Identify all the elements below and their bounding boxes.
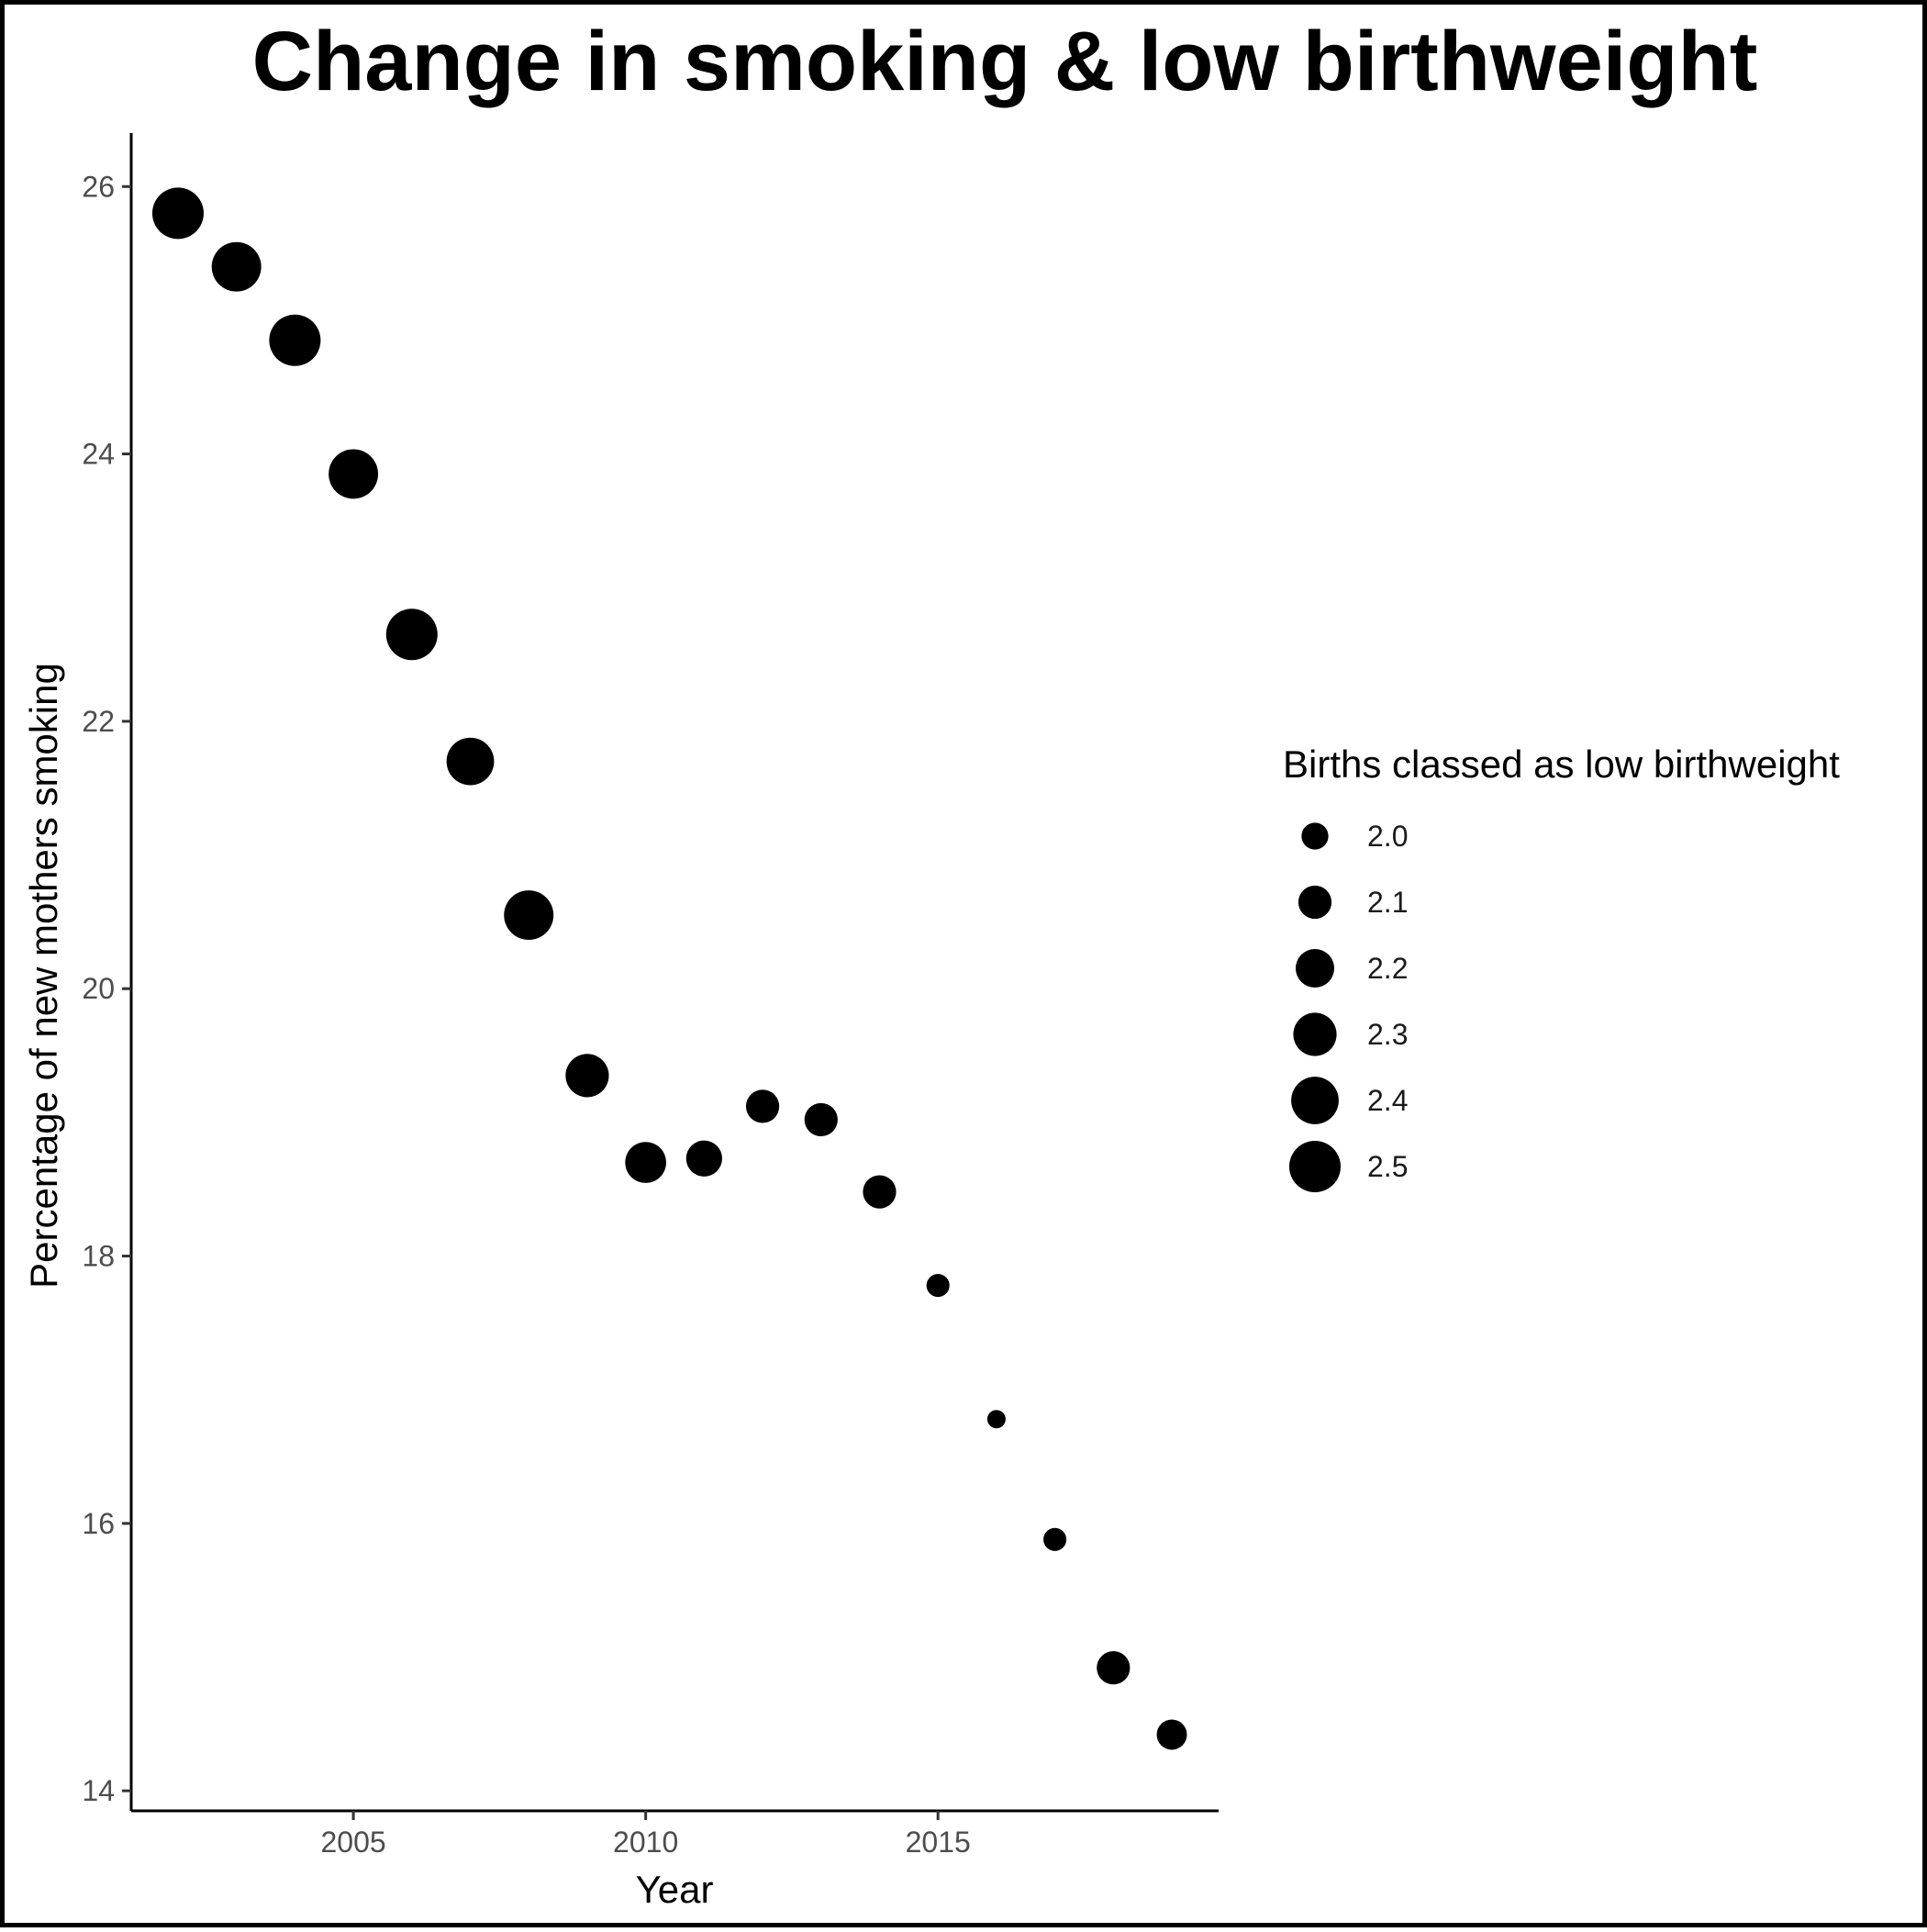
data-point [625, 1142, 666, 1183]
data-point [745, 1089, 780, 1123]
data-point [804, 1102, 838, 1137]
scatter-chart: Change in smoking & low birthweight 14 16… [22, 15, 1840, 1911]
legend-key [1293, 1012, 1337, 1056]
legend-key [1301, 822, 1329, 850]
legend-title: Births classed as low birthweight [1283, 743, 1840, 786]
data-point [685, 1140, 722, 1177]
legend-key [1289, 1141, 1341, 1192]
legend-label: 2.5 [1367, 1150, 1408, 1183]
y-tick-label: 16 [82, 1507, 115, 1540]
y-tick-label: 14 [82, 1774, 115, 1807]
data-point [1156, 1719, 1187, 1750]
data-point [269, 314, 321, 366]
plot-area: 14 16 18 20 22 24 26 2005 2010 2015 [82, 133, 1219, 1859]
y-tick-label: 26 [82, 170, 115, 203]
data-point [1097, 1651, 1131, 1685]
chart-title: Change in smoking & low birthweight [252, 15, 1758, 108]
size-legend: Births classed as low birthweight 2.0 2.1… [1283, 743, 1840, 1192]
legend-label: 2.0 [1367, 820, 1408, 853]
y-tick-label: 24 [82, 438, 115, 471]
legend-label: 2.2 [1367, 952, 1408, 985]
data-point [1043, 1527, 1067, 1551]
y-tick-label: 18 [82, 1240, 115, 1273]
y-tick-label: 22 [82, 705, 115, 738]
data-point [504, 890, 554, 941]
legend-key [1291, 1077, 1339, 1124]
data-point [151, 187, 204, 240]
data-point [329, 449, 379, 499]
x-tick-label: 2005 [321, 1826, 386, 1859]
y-axis-title: Percentage of new mothers smoking [22, 663, 65, 1289]
x-tick-label: 2010 [613, 1826, 678, 1859]
legend-key [1298, 885, 1332, 920]
data-point [385, 609, 438, 661]
legend-label: 2.1 [1367, 886, 1408, 919]
y-tick-label: 20 [82, 972, 115, 1005]
legend-label: 2.3 [1367, 1018, 1408, 1051]
data-point [863, 1175, 897, 1209]
legend-key [1295, 948, 1335, 988]
data-point [446, 737, 495, 786]
data-point [211, 241, 262, 292]
data-point [986, 1410, 1006, 1429]
x-axis-title: Year [636, 1868, 714, 1911]
legend-label: 2.4 [1367, 1084, 1408, 1117]
data-point [926, 1274, 950, 1298]
data-point [565, 1054, 609, 1098]
x-tick-label: 2015 [906, 1826, 971, 1859]
